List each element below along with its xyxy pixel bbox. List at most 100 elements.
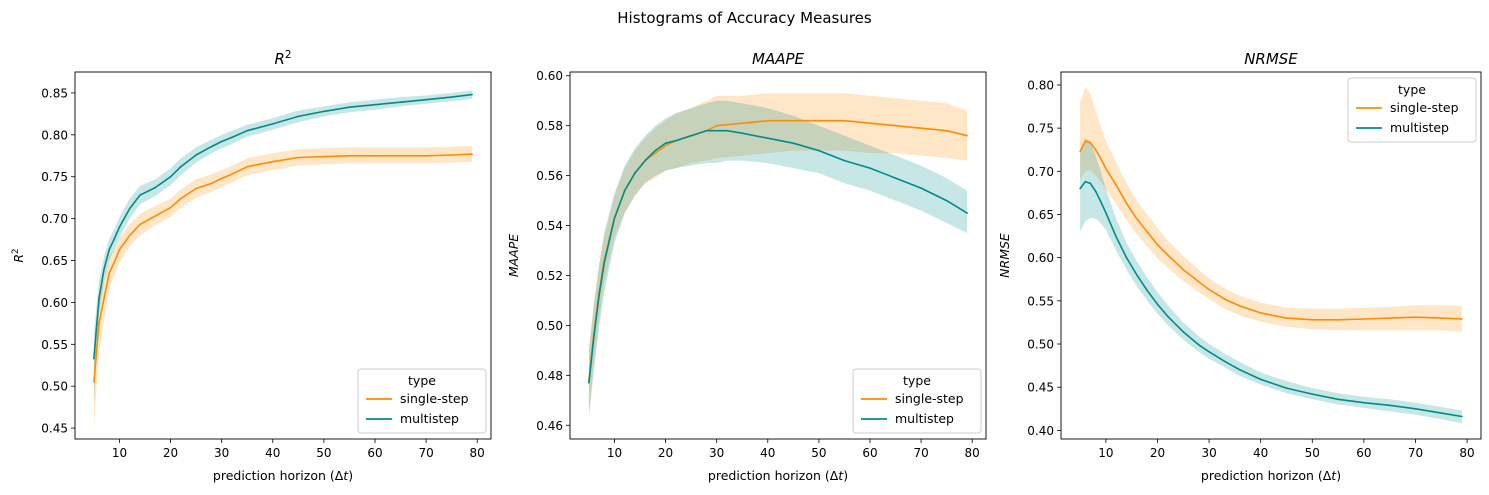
legend-label-multistep: multistep <box>1390 120 1449 135</box>
data-point-single-step <box>113 261 116 264</box>
data-point-single-step <box>195 187 197 190</box>
legend-box <box>852 368 982 434</box>
data-point-multistep <box>231 136 233 139</box>
data-point-multistep <box>1146 289 1148 292</box>
data-point-single-step <box>1198 281 1200 283</box>
axes-frame <box>1060 71 1482 440</box>
data-point-multistep <box>603 262 605 264</box>
data-point-multistep <box>180 165 182 168</box>
data-point-multistep <box>139 194 141 196</box>
legend-label-single-step: single-step <box>1390 100 1459 115</box>
x-tick-label: 40 <box>265 446 280 460</box>
data-point-single-step <box>1239 305 1241 307</box>
data-point-multistep <box>108 248 110 251</box>
y-tick-label: 0.75 <box>1027 122 1054 136</box>
data-point-multistep <box>1259 378 1262 381</box>
data-point-multistep <box>1099 200 1102 203</box>
data-point-multistep <box>1089 182 1092 185</box>
data-point-multistep <box>246 129 248 132</box>
data-point-multistep <box>113 237 116 240</box>
data-point-multistep <box>1094 190 1097 192</box>
data-point-single-step <box>1099 157 1102 160</box>
data-point-single-step <box>1363 318 1365 320</box>
data-point-single-step <box>118 248 121 251</box>
data-point-multistep <box>93 357 95 360</box>
data-point-multistep <box>1239 369 1241 371</box>
data-point-single-step <box>231 173 233 175</box>
y-tick-label: 0.55 <box>41 338 68 352</box>
legend-box <box>1347 77 1477 143</box>
data-point-multistep <box>272 123 274 125</box>
data-point-single-step <box>869 122 871 124</box>
y-tick-label: 0.52 <box>536 269 563 283</box>
legend-title: type <box>903 373 931 388</box>
confidence-band-single-step <box>1080 87 1462 332</box>
chart-panels: R2 10 20 30 40 50 60 70 80 0.45 0.50 0.55 0.60 0.65 0.… <box>11 49 1482 483</box>
data-point-single-step <box>1089 142 1092 144</box>
data-point-multistep <box>399 101 402 103</box>
data-point-single-step <box>220 177 223 180</box>
data-point-single-step <box>1461 318 1463 320</box>
data-point-single-step <box>272 160 274 163</box>
data-point-single-step <box>966 134 968 137</box>
chart-panel-2: MAAPE 10 20 30 40 50 60 70 80 0.46 0.48 0.50 0.52 0.5… <box>506 50 987 483</box>
data-point-single-step <box>1414 316 1417 319</box>
y-tick-label: 0.45 <box>41 422 68 436</box>
y-tick-label: 0.50 <box>41 380 68 394</box>
x-tick-label: 20 <box>1150 446 1165 460</box>
data-point-multistep <box>1156 303 1159 306</box>
data-point-multistep <box>1115 236 1117 238</box>
plot-area <box>1079 87 1463 424</box>
data-point-multistep <box>966 212 968 214</box>
data-point-multistep <box>98 297 100 300</box>
data-point-multistep <box>1084 180 1087 183</box>
data-point-single-step <box>1388 317 1391 319</box>
data-point-single-step <box>98 322 100 325</box>
data-point-single-step <box>1311 319 1314 321</box>
plot-area <box>588 93 968 418</box>
data-point-single-step <box>297 156 300 159</box>
x-tick-label: 50 <box>316 446 331 460</box>
x-tick-label: 10 <box>1098 446 1113 460</box>
data-point-multistep <box>593 334 595 337</box>
data-point-single-step <box>1182 268 1185 271</box>
y-axis-label: NRMSE <box>997 233 1012 278</box>
confidence-band-multistep <box>588 100 968 418</box>
data-point-multistep <box>1388 404 1391 407</box>
data-point-single-step <box>1167 254 1169 256</box>
data-point-multistep <box>1337 398 1339 401</box>
x-tick-label: 60 <box>1356 446 1371 460</box>
data-point-multistep <box>726 129 728 132</box>
data-point-multistep <box>705 129 708 132</box>
data-point-multistep <box>348 106 351 108</box>
data-point-single-step <box>1223 298 1226 300</box>
data-point-multistep <box>210 145 213 148</box>
data-point-multistep <box>1125 256 1128 259</box>
legend: type single-step multistep <box>1347 77 1477 143</box>
series-line-single-step <box>1079 140 1462 321</box>
data-point-multistep <box>1136 274 1138 276</box>
y-tick-label: 0.54 <box>536 219 563 233</box>
x-tick-label: 40 <box>1253 446 1268 460</box>
data-point-multistep <box>1461 415 1463 418</box>
data-point-multistep <box>715 129 718 132</box>
data-point-single-step <box>128 234 131 237</box>
y-tick-label: 0.65 <box>1027 208 1054 222</box>
data-point-single-step <box>169 206 172 209</box>
data-point-single-step <box>1105 167 1107 170</box>
legend-label-single-step: single-step <box>895 391 964 406</box>
data-point-single-step <box>1084 140 1087 142</box>
data-point-multistep <box>103 268 105 270</box>
y-tick-label: 0.50 <box>1027 338 1054 352</box>
y-tick-label: 0.60 <box>536 69 563 83</box>
y-tick-label: 0.70 <box>41 212 68 226</box>
data-point-single-step <box>920 127 922 129</box>
legend-label-single-step: single-step <box>400 391 469 406</box>
data-point-multistep <box>220 140 223 143</box>
data-point-single-step <box>741 122 743 124</box>
data-point-multistep <box>634 172 636 174</box>
x-tick-label: 80 <box>1459 446 1474 460</box>
chart-title: MAAPE <box>752 50 805 68</box>
y-tick-label: 0.48 <box>536 369 563 383</box>
data-point-multistep <box>1198 344 1200 346</box>
